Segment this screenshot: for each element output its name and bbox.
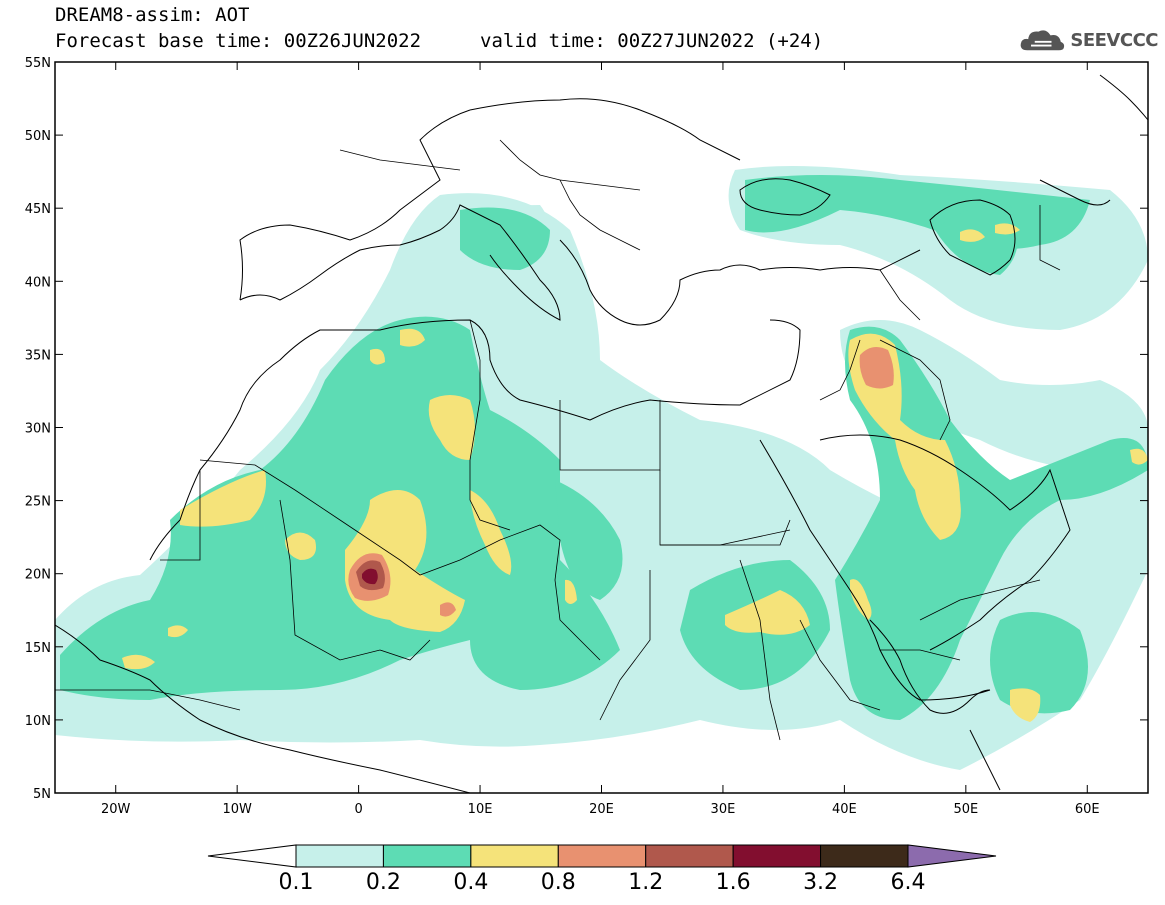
colorbar-box [470,844,559,868]
aot-band-0.2 [60,175,1148,720]
lat-tick-label: 25N [25,495,51,510]
colorbar-level-label: 0.1 [278,870,314,895]
colorbar-box [645,844,734,868]
colorbar-over-arrow [907,844,997,868]
coastlines [55,74,1148,793]
lon-tick-label: 20E [589,802,614,817]
lat-tick-label: 40N [25,275,51,290]
lon-tick-label: 30E [711,802,736,817]
lat-tick-label: 35N [25,348,51,363]
colorbar-level-label: 6.4 [890,870,926,895]
colorbar-under-arrow [207,844,297,868]
aot-field [55,166,1148,770]
cloud-icon [1020,30,1065,51]
lat-tick-label: 10N [25,714,51,729]
aot-band-1.6 [362,568,378,585]
lon-tick-label: 40E [832,802,857,817]
lat-axis: 55N 50N 45N 40N 35N 30N 25N 20N 15N 10N 5N [25,56,1148,802]
colorbar-level-label: 0.4 [453,870,489,895]
colorbar-box [557,844,647,868]
valid-time-label: valid time: 00Z27JUN2022 (+24) [480,30,824,52]
lon-axis: 20W 10W 0 10E 20E 30E 40E 50E 60E [101,62,1100,817]
lat-tick-label: 5N [33,787,51,802]
colorbar-box [382,844,472,868]
lat-tick-label: 45N [25,202,51,217]
seevccc-logo: SEEVCCC [1018,22,1158,58]
colorbar-level-label: 0.2 [365,870,401,895]
logo-text: SEEVCCC [1070,29,1158,51]
lat-tick-label: 20N [25,568,51,583]
colorbar-box [732,844,822,868]
colorbar-level-label: 1.2 [628,870,664,895]
colorbar-level-label: 3.2 [803,870,839,895]
country-borders [55,139,1061,741]
lon-tick-label: 0 [354,802,362,817]
chart-title: DREAM8-assim: AOT [55,4,250,26]
colorbar-box [820,844,909,868]
colorbar-box [295,844,384,868]
lon-tick-label: 50E [953,802,978,817]
base-time-label: Forecast base time: 00Z26JUN2022 [55,30,422,52]
lon-tick-label: 10E [468,802,493,817]
lat-tick-label: 50N [25,129,51,144]
lat-tick-label: 30N [25,422,51,437]
colorbar [207,844,997,868]
lon-tick-label: 60E [1075,802,1100,817]
colorbar-level-label: 0.8 [540,870,576,895]
lat-tick-label: 55N [25,56,51,71]
lon-tick-label: 20W [101,802,131,817]
colorbar-level-label: 1.6 [715,870,751,895]
lat-tick-label: 15N [25,641,51,656]
lon-tick-label: 10W [222,802,252,817]
